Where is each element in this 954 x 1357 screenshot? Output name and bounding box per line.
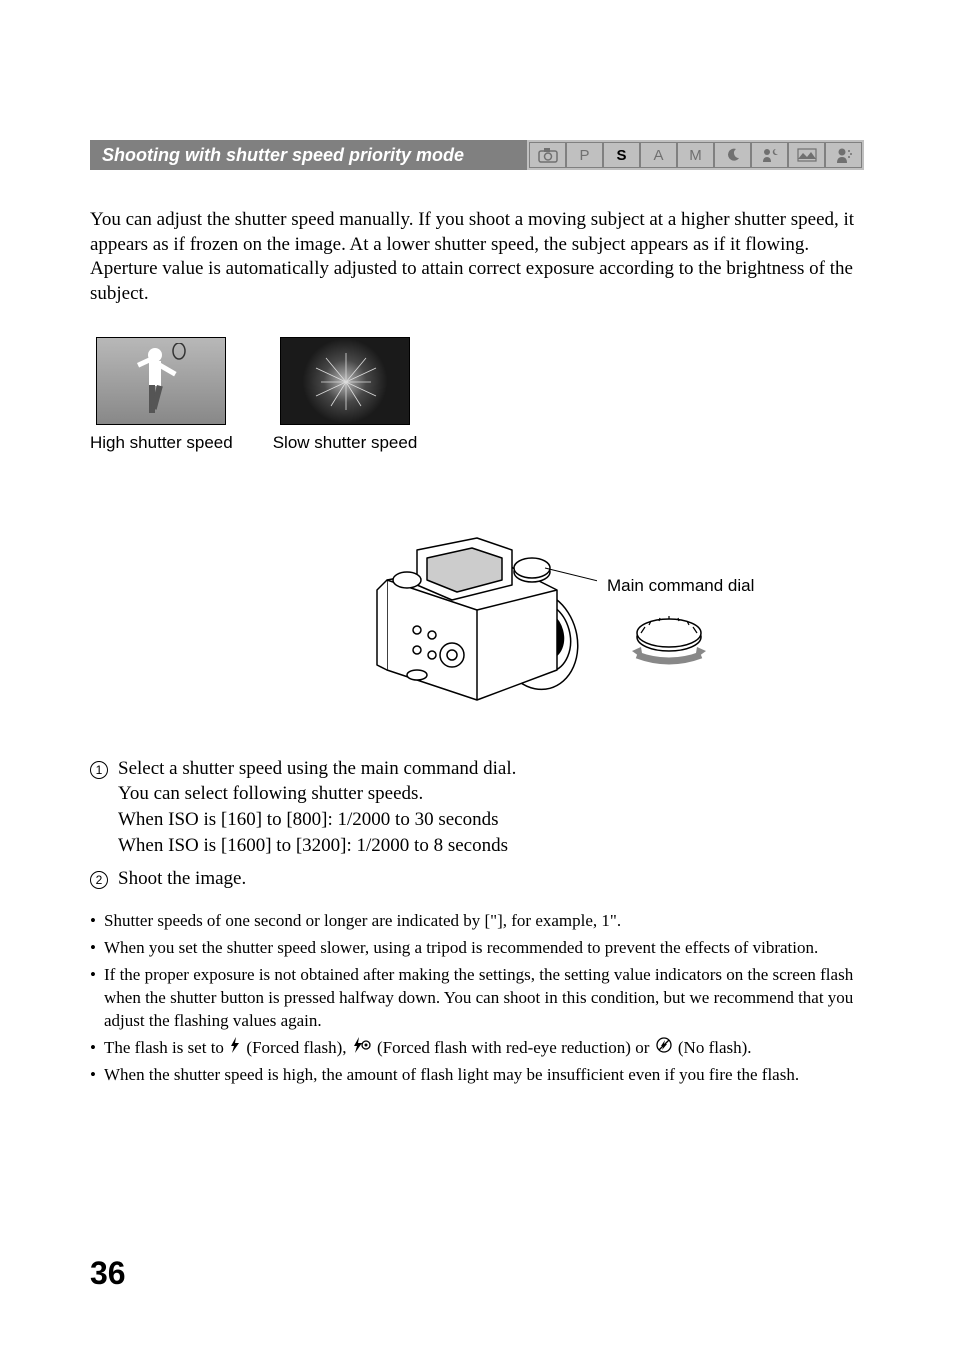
note-item: When the shutter speed is high, the amou…: [90, 1064, 864, 1087]
note-item: Shutter speeds of one second or longer a…: [90, 910, 864, 933]
step-number-1: 1: [90, 756, 118, 859]
mode-portrait-icon: [825, 142, 862, 168]
slow-shutter-label: Slow shutter speed: [273, 433, 418, 453]
steps-list: 1 Select a shutter speed using the main …: [90, 756, 864, 892]
mode-p: P: [566, 142, 603, 168]
mode-night-icon: [714, 142, 751, 168]
page-number: 36: [90, 1255, 126, 1292]
mode-indicator-strip: P S A M: [527, 140, 864, 170]
step-1-body: Select a shutter speed using the main co…: [118, 756, 516, 859]
step-number-2: 2: [90, 866, 118, 892]
example-slow-shutter: Slow shutter speed: [273, 337, 418, 453]
example-images-row: High shutter speed Slow shutter speed: [90, 337, 864, 453]
mode-s: S: [603, 142, 640, 168]
mode-night-portrait-icon: [751, 142, 788, 168]
section-header: Shooting with shutter speed priority mod…: [90, 140, 864, 170]
mode-a: A: [640, 142, 677, 168]
step-2: 2 Shoot the image.: [90, 866, 864, 892]
step-2-body: Shoot the image.: [118, 866, 246, 892]
intro-p1: You can adjust the shutter speed manuall…: [90, 209, 854, 255]
step-1: 1 Select a shutter speed using the main …: [90, 756, 864, 859]
intro-text: You can adjust the shutter speed manuall…: [90, 208, 864, 307]
flash-icon: [230, 1037, 240, 1060]
high-shutter-image: [96, 337, 226, 425]
command-dial-illustration: [627, 615, 717, 675]
note-item-flash: The flash is set to (Forced flash), (For…: [90, 1037, 864, 1061]
main-command-dial-label: Main command dial: [607, 576, 754, 596]
note-item: If the proper exposure is not obtained a…: [90, 964, 864, 1033]
high-shutter-label: High shutter speed: [90, 433, 233, 453]
mode-landscape-icon: [788, 142, 825, 168]
intro-p2: Aperture value is automatically adjusted…: [90, 258, 853, 304]
slow-shutter-image: [280, 337, 410, 425]
mode-m: M: [677, 142, 714, 168]
camera-diagram: Main command dial: [90, 508, 864, 718]
flash-redeye-icon: [353, 1037, 371, 1060]
notes-list: Shutter speeds of one second or longer a…: [90, 910, 864, 1087]
section-title: Shooting with shutter speed priority mod…: [90, 140, 527, 170]
no-flash-icon: [656, 1037, 672, 1060]
camera-illustration: [357, 510, 597, 710]
note-item: When you set the shutter speed slower, u…: [90, 937, 864, 960]
mode-auto-icon: [529, 142, 566, 168]
example-high-shutter: High shutter speed: [90, 337, 233, 453]
